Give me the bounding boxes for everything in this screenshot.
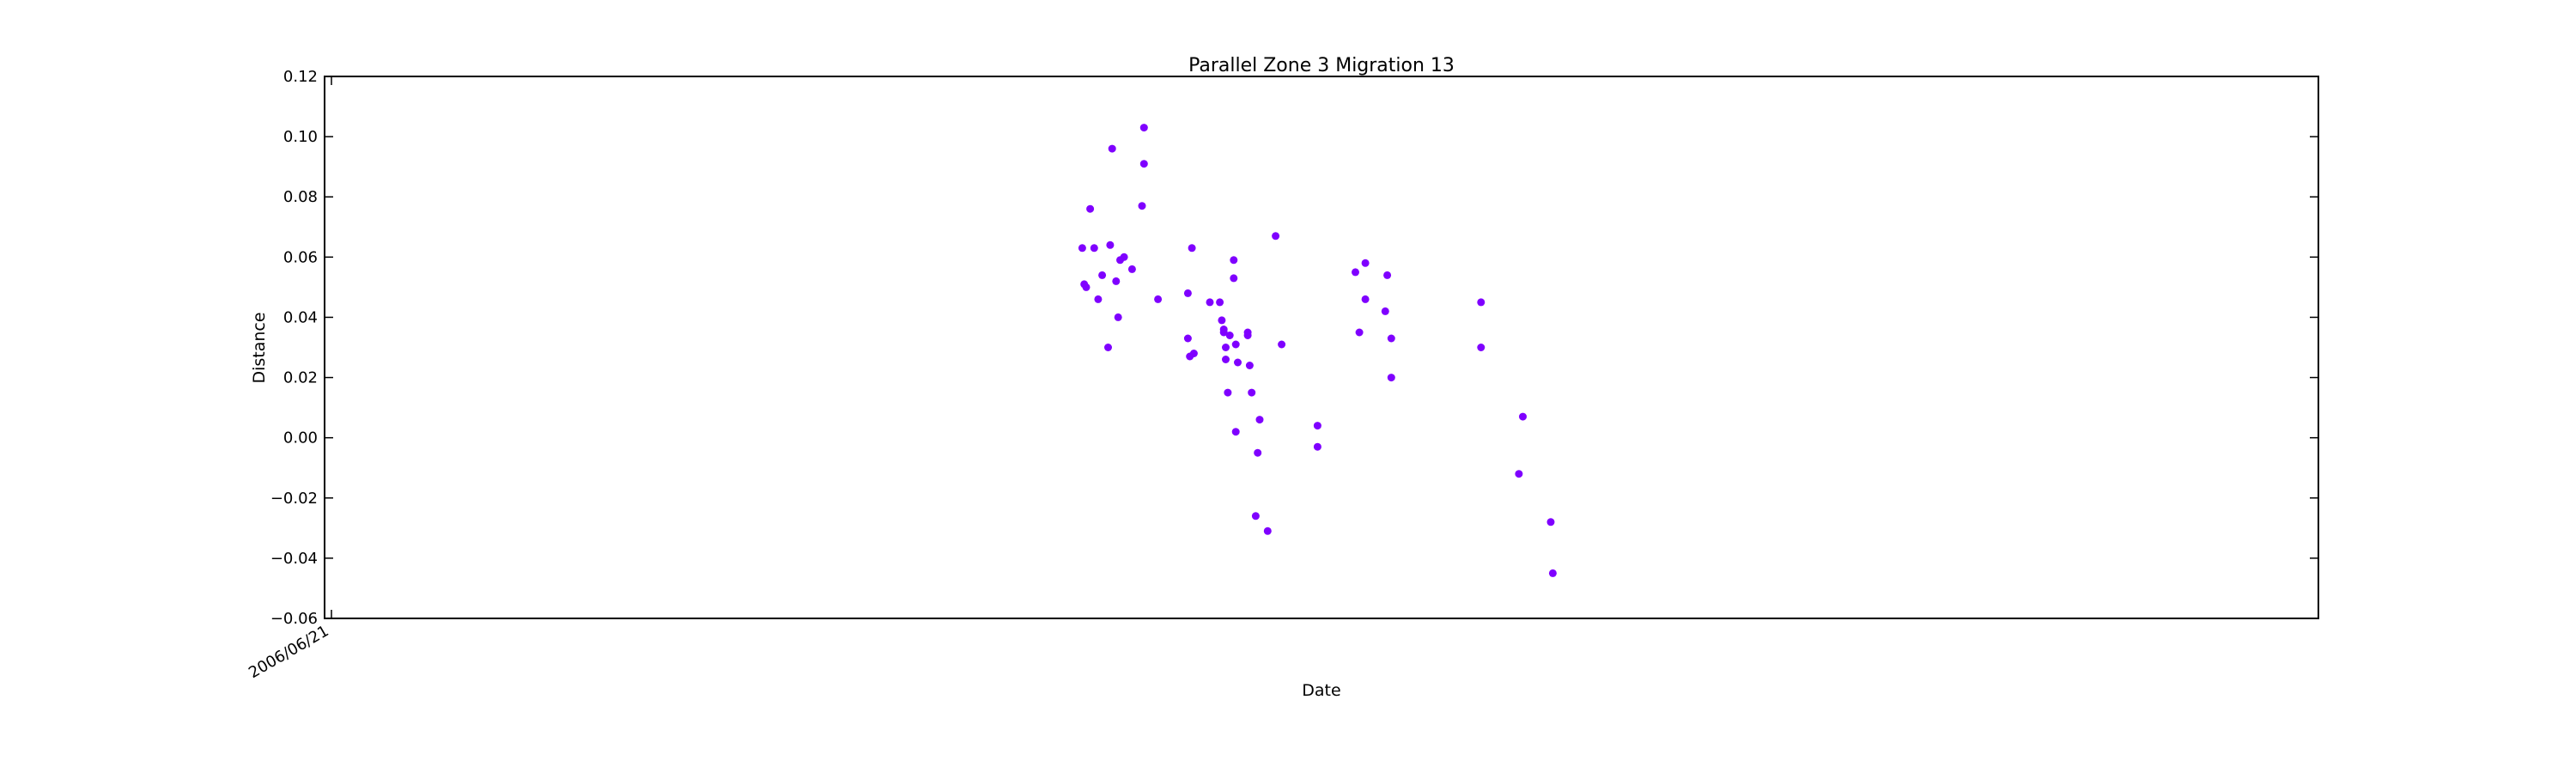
x-axis-label: Date (1302, 681, 1340, 700)
y-tick-label: 0.04 (283, 308, 318, 326)
data-point (1230, 256, 1238, 265)
data-point (1352, 268, 1359, 277)
data-point (1138, 202, 1146, 210)
y-tick-label: 0.12 (283, 68, 318, 86)
data-point (1245, 362, 1254, 369)
data-point (1090, 244, 1098, 253)
y-tick-label: 0.06 (283, 248, 318, 266)
data-point (1222, 344, 1230, 351)
data-point (1243, 332, 1252, 339)
y-tick-label: −0.04 (270, 550, 318, 568)
y-tick-label: 0.08 (283, 188, 318, 206)
data-point (1383, 271, 1392, 279)
data-point (1515, 470, 1523, 478)
data-point (1519, 412, 1527, 421)
data-point (1381, 307, 1389, 315)
data-point (1216, 298, 1224, 307)
data-point (1234, 358, 1242, 367)
data-point (1106, 240, 1115, 249)
data-point (1218, 316, 1226, 325)
data-point (1183, 289, 1192, 297)
data-point (1361, 295, 1370, 303)
data-point (1230, 274, 1238, 283)
data-point (1139, 160, 1148, 168)
data-point (1548, 569, 1557, 577)
data-point (1313, 422, 1321, 430)
data-point (1248, 388, 1256, 397)
plot-frame (324, 76, 2319, 619)
data-point (1206, 298, 1214, 307)
data-points (1078, 124, 1557, 577)
data-point (1219, 328, 1228, 337)
data-point (1224, 388, 1232, 397)
data-point (1183, 334, 1192, 343)
y-tick-label: −0.02 (270, 490, 318, 508)
y-tick-label: 0.10 (283, 128, 318, 146)
data-point (1120, 253, 1128, 261)
data-point (1094, 295, 1103, 303)
data-point (1546, 518, 1555, 526)
y-tick-label: 0.00 (283, 429, 318, 447)
data-point (1082, 283, 1091, 291)
data-point (1355, 328, 1364, 337)
data-point (1225, 332, 1234, 339)
y-axis-label: Distance (250, 312, 269, 383)
data-point (1231, 340, 1240, 349)
data-point (1251, 512, 1260, 520)
data-point (1189, 350, 1198, 357)
plot-area: −0.06 −0.04 −0.02 0.00 0.02 0.04 0.06 0.08 0.10 0… (246, 68, 2319, 682)
data-point (1104, 344, 1112, 351)
y-tick-label: −0.06 (270, 610, 318, 628)
data-point (1278, 340, 1286, 349)
data-point (1112, 277, 1121, 285)
data-point (1108, 144, 1116, 153)
data-point (1313, 442, 1321, 451)
data-point (1222, 356, 1230, 363)
data-point (1272, 232, 1280, 240)
data-point (1387, 334, 1395, 343)
data-point (1098, 271, 1107, 279)
data-point (1139, 124, 1148, 132)
data-point (1188, 244, 1196, 253)
data-point (1255, 416, 1264, 424)
chart-title: Parallel Zone 3 Migration 13 (1188, 55, 1455, 76)
x-tick-label: 2006/06/21 (246, 622, 331, 682)
data-point (1477, 298, 1485, 307)
data-point (1114, 313, 1122, 321)
data-point (1127, 265, 1136, 273)
data-point (1078, 244, 1086, 253)
y-axis: −0.06 −0.04 −0.02 0.00 0.02 0.04 0.06 0.08 0.10 0… (270, 68, 2318, 628)
data-point (1387, 374, 1395, 382)
data-point (1154, 295, 1163, 303)
data-point (1231, 428, 1240, 436)
data-point (1361, 259, 1370, 267)
data-point (1086, 204, 1095, 213)
data-point (1263, 526, 1272, 535)
y-tick-label: 0.02 (283, 369, 318, 387)
data-point (1254, 448, 1262, 457)
data-point (1477, 344, 1485, 351)
